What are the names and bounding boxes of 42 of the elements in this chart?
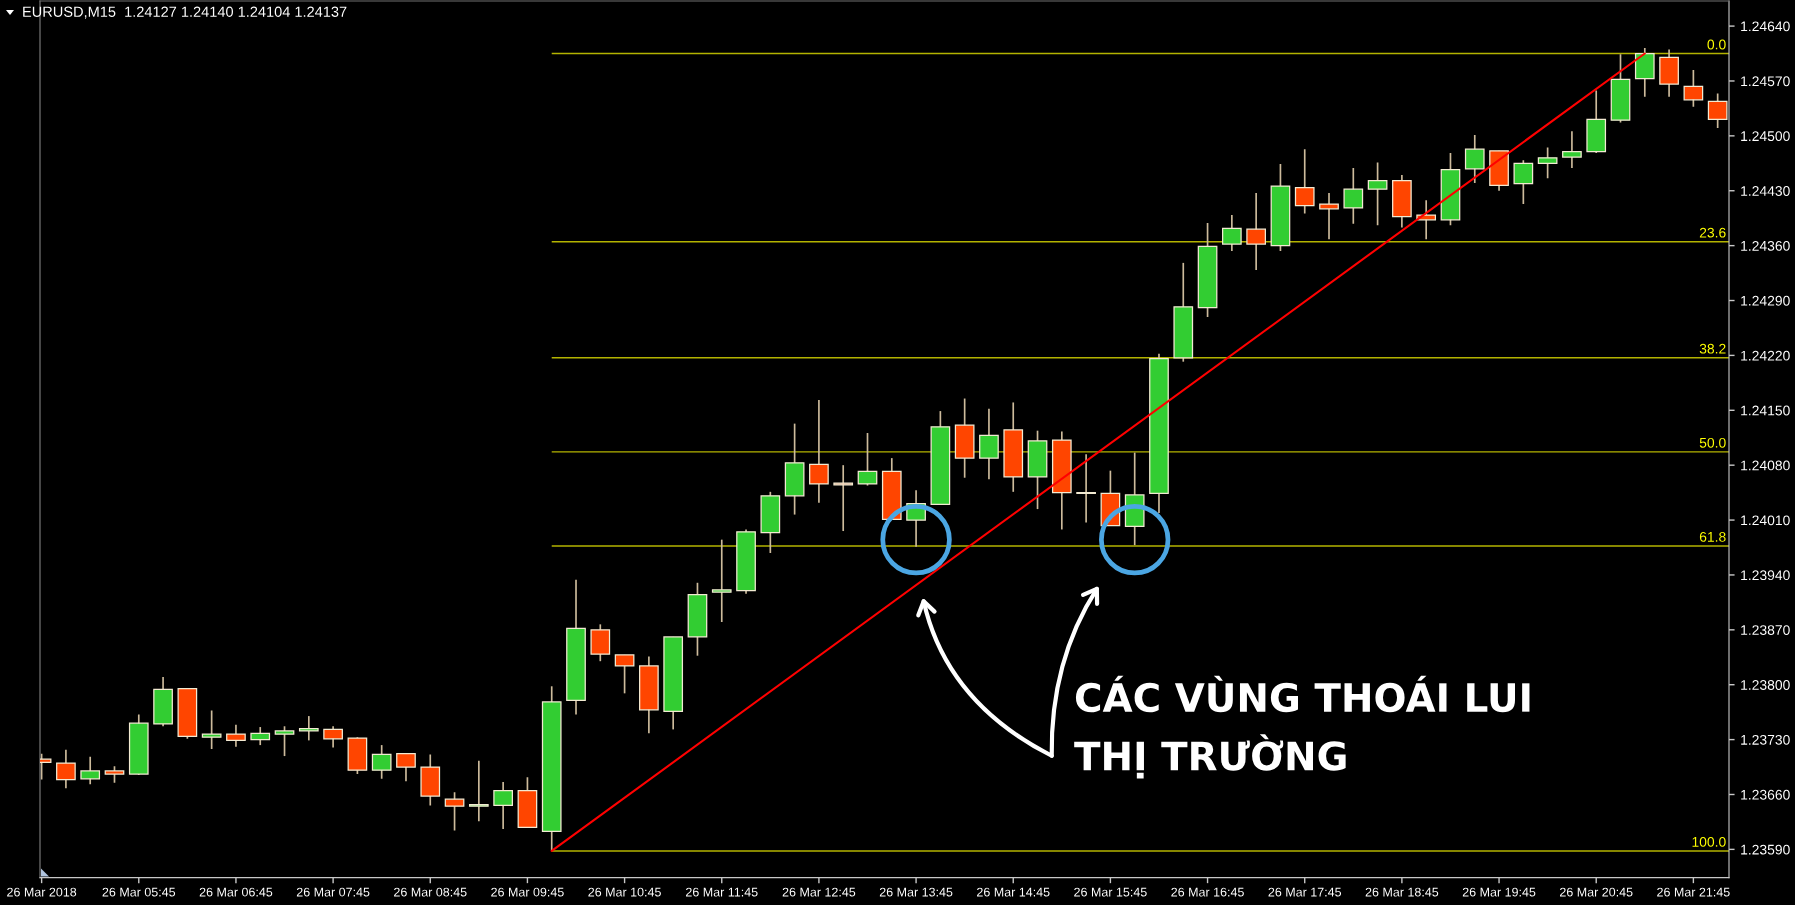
annotation: 61.8: [1699, 531, 1726, 542]
x-tick-label: 26 Mar 15:45: [1074, 887, 1147, 897]
chart-title: EURUSD,M15 1.24127 1.24140 1.24104 1.24137: [23, 6, 347, 19]
annotation: 50.0: [1699, 437, 1726, 448]
y-tick-label: 1.24360: [1741, 240, 1790, 251]
y-tick-label: 1.23730: [1741, 734, 1790, 745]
x-tick-label: 26 Mar 14:45: [977, 887, 1050, 897]
y-tick-label: 1.24150: [1741, 405, 1790, 416]
y-tick-label: 1.23660: [1741, 789, 1790, 800]
y-tick-label: 1.24220: [1741, 350, 1790, 361]
x-tick-label: 26 Mar 19:45: [1462, 887, 1536, 897]
y-tick-label: 1.23800: [1741, 680, 1790, 690]
y-tick-label: 1.24570: [1741, 76, 1790, 87]
x-tick-label: 26 Mar 06:45: [199, 887, 273, 897]
y-tick-label: 1.23940: [1741, 570, 1790, 581]
x-tick-label: 26 Mar 20:45: [1560, 887, 1633, 897]
x-tick-label: 26 Mar 10:45: [588, 887, 661, 897]
x-tick-label: 26 Mar 05:45: [102, 887, 176, 897]
y-tick-label: 1.24640: [1741, 21, 1790, 32]
y-tick-label: 1.24010: [1741, 515, 1790, 526]
x-tick-label: 26 Mar 07:45: [296, 887, 370, 897]
annotation: 23.6: [1699, 227, 1726, 238]
x-tick-label: 26 Mar 11:45: [686, 887, 758, 897]
x-tick-label: 26 Mar 16:45: [1171, 887, 1244, 897]
annotation: 0.0: [1707, 39, 1726, 50]
x-tick-label: 26 Mar 12:45: [782, 887, 856, 897]
x-tick-label: 26 Mar 13:45: [879, 887, 953, 897]
x-tick-label: 26 Mar 17:45: [1268, 887, 1342, 897]
x-tick-label: 26 Mar 18:45: [1365, 887, 1439, 897]
x-tick-label: 26 Mar 08:45: [394, 887, 467, 897]
annotation: CÁC VÙNG THOÁI LUI THỊ TRƯỜNG: [1074, 675, 1530, 779]
x-tick-label: 26 Mar 2018: [7, 887, 77, 897]
annotation: 100.0: [1692, 836, 1726, 847]
y-tick-label: 1.24500: [1741, 131, 1790, 142]
y-tick-label: 1.24290: [1741, 295, 1790, 306]
x-tick-label: 26 Mar 21:45: [1657, 887, 1730, 897]
y-tick-label: 1.24430: [1741, 186, 1790, 196]
y-tick-label: 1.24080: [1741, 460, 1790, 471]
x-tick-label: 26 Mar 09:45: [491, 887, 564, 897]
annotation: 38.2: [1699, 343, 1726, 354]
y-tick-label: 1.23870: [1741, 625, 1790, 635]
y-tick-label: 1.23590: [1741, 844, 1790, 855]
